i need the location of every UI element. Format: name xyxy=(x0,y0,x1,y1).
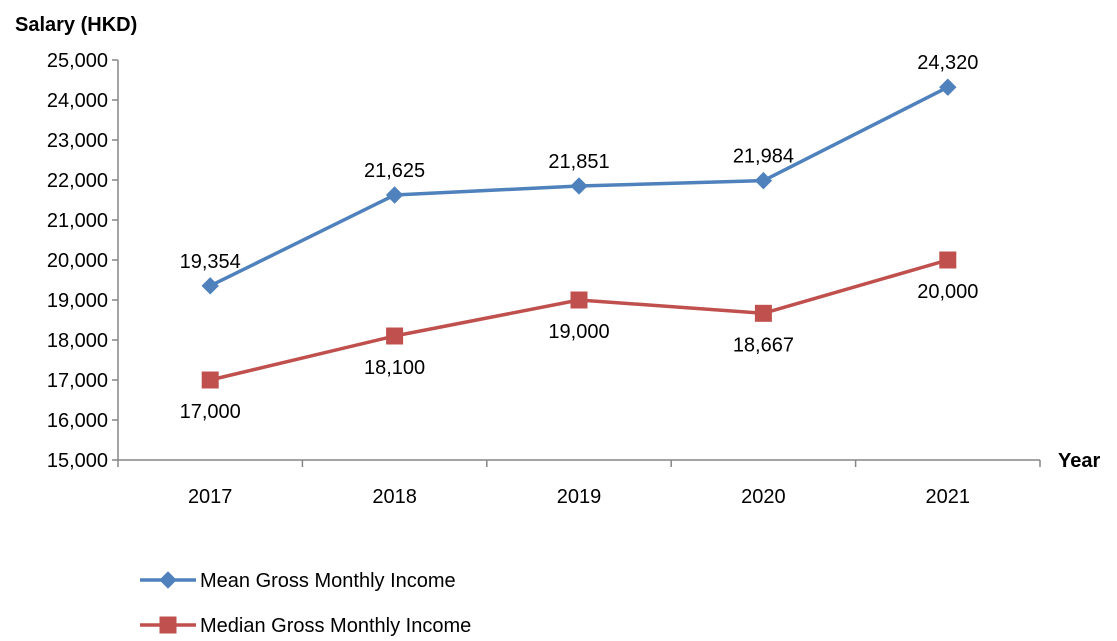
x-tick-label: 2018 xyxy=(372,486,417,508)
y-tick-label: 25,000 xyxy=(47,50,108,72)
data-point xyxy=(570,177,588,195)
data-point xyxy=(754,171,773,190)
y-tick-label: 19,000 xyxy=(47,290,108,312)
legend-swatch-marker xyxy=(159,571,177,589)
legend-item: Median Gross Monthly Income xyxy=(140,615,471,637)
data-label: 21,625 xyxy=(364,160,425,182)
series-layer: 19,354 21,625 21,851 21,984 24,320 17,000 18,1… xyxy=(180,52,979,423)
y-tick-label: 15,000 xyxy=(47,450,108,472)
data-point xyxy=(939,251,957,269)
y-tick-label: 17,000 xyxy=(47,370,108,392)
y-tick-label: 20,000 xyxy=(47,250,108,272)
data-point xyxy=(570,291,588,309)
x-tick-label: 2017 xyxy=(188,486,233,508)
data-point xyxy=(386,327,404,345)
y-tick-label: 23,000 xyxy=(47,130,108,152)
legend: Mean Gross Monthly Income Median Gross Mo… xyxy=(140,570,471,637)
data-point xyxy=(201,371,219,389)
data-label: 24,320 xyxy=(917,52,978,74)
x-tick-label: 2020 xyxy=(741,486,786,508)
legend-item: Mean Gross Monthly Income xyxy=(140,570,456,592)
data-point xyxy=(201,277,219,295)
y-axis-title: Salary (HKD) xyxy=(15,14,137,36)
legend-swatch-marker xyxy=(159,616,177,634)
y-tick-label: 22,000 xyxy=(47,170,108,192)
y-tick-label: 18,000 xyxy=(47,330,108,352)
x-tick-label: 2019 xyxy=(557,486,602,508)
data-point xyxy=(754,304,772,322)
x-axis: 2017 2018 2019 2020 2021 xyxy=(117,459,1041,508)
y-tick-label: 16,000 xyxy=(47,410,108,432)
series-1: 19,354 21,625 21,851 21,984 24,320 xyxy=(180,52,978,295)
data-label: 20,000 xyxy=(917,281,978,303)
y-axis: 15,000 16,000 17,000 18,000 19,000 20,000 21,0… xyxy=(47,50,119,472)
data-point xyxy=(939,78,957,96)
data-label: 21,851 xyxy=(548,151,609,173)
series-line xyxy=(209,258,949,382)
data-label: 19,000 xyxy=(548,321,609,343)
x-tick-label: 2021 xyxy=(926,486,971,508)
y-tick-label: 24,000 xyxy=(47,90,108,112)
legend-label: Mean Gross Monthly Income xyxy=(200,570,456,592)
data-label: 18,100 xyxy=(364,357,425,379)
data-point xyxy=(385,186,404,204)
data-label: 19,354 xyxy=(180,251,241,273)
legend-label: Median Gross Monthly Income xyxy=(200,615,471,637)
x-axis-title: Year xyxy=(1058,450,1100,472)
data-label: 21,984 xyxy=(733,146,794,168)
data-label: 18,667 xyxy=(733,334,794,356)
y-tick-label: 21,000 xyxy=(47,210,108,232)
series-2: 17,000 18,100 19,000 18,667 20,000 xyxy=(180,251,978,423)
data-label: 17,000 xyxy=(180,401,241,423)
